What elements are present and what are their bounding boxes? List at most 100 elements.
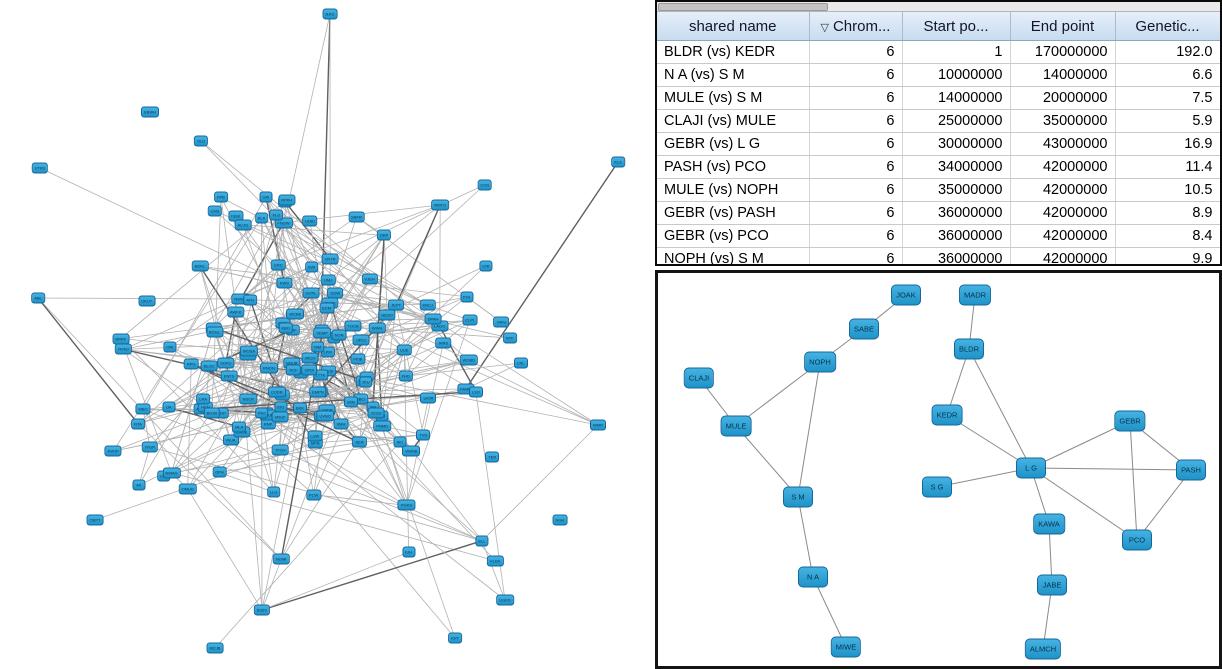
network-node[interactable]: VBJA <box>222 434 239 446</box>
network-node[interactable]: IHRS <box>435 337 452 349</box>
network-node[interactable]: UDBI <box>302 215 318 227</box>
network-node[interactable]: LPM <box>320 346 335 358</box>
network-node[interactable]: VTFD <box>31 162 49 174</box>
network-node[interactable]: IUH <box>402 546 416 558</box>
network-node[interactable]: AIC <box>393 436 407 448</box>
network-node[interactable]: RNON <box>259 362 278 374</box>
network-node[interactable]: CCN <box>477 179 493 191</box>
network-node[interactable]: PKIB <box>350 353 366 365</box>
network-node-kedr[interactable]: KEDR <box>931 404 963 426</box>
network-node[interactable]: CODR <box>267 386 286 398</box>
network-node[interactable]: OEPT <box>86 514 104 526</box>
network-node[interactable]: FPB <box>214 191 228 203</box>
network-node[interactable]: WMR <box>590 419 606 431</box>
table-row[interactable]: MULE (vs) S M 6 14000000 20000000 7.5 <box>657 86 1220 110</box>
network-node[interactable]: UVNO <box>316 410 334 422</box>
network-node-mule[interactable]: MULE <box>720 415 752 437</box>
table-row[interactable]: PASH (vs) PCO 6 34000000 42000000 11.4 <box>657 155 1220 179</box>
network-node[interactable]: UGKD <box>496 594 514 606</box>
network-node[interactable]: BLGC <box>200 360 218 372</box>
network-node-madr[interactable]: MADR <box>958 284 992 306</box>
network-node[interactable]: OPH <box>212 466 227 478</box>
network-node[interactable]: ELL <box>475 535 489 547</box>
network-node[interactable]: EMPN <box>309 386 327 398</box>
network-node-n-a[interactable]: N A <box>798 566 828 588</box>
network-node[interactable]: FLG <box>269 209 284 221</box>
network-node[interactable]: EKK <box>292 402 307 414</box>
network-node[interactable]: OMUG <box>178 483 197 495</box>
network-node[interactable]: PGKS <box>397 499 415 511</box>
table-row[interactable]: NOPH (vs) S M 6 36000000 42000000 9.9 <box>657 247 1220 264</box>
network-node[interactable]: NSCR <box>239 393 257 405</box>
network-node[interactable]: UUE <box>396 344 412 356</box>
network-node[interactable]: UKUT <box>138 295 156 307</box>
network-node[interactable]: OFDI <box>301 364 317 376</box>
network-node[interactable]: TER <box>485 451 500 463</box>
network-node[interactable]: SWI <box>304 261 319 273</box>
network-node[interactable]: POI <box>460 291 474 303</box>
network-node[interactable]: KWJP <box>104 445 122 457</box>
network-node[interactable]: AWFK <box>226 306 245 318</box>
network-node-s-m[interactable]: S M <box>783 486 813 508</box>
network-node[interactable]: ABL <box>31 292 45 304</box>
network-node[interactable]: GKI <box>259 191 273 203</box>
network-node[interactable]: MCJB <box>206 642 224 654</box>
network-node[interactable]: WOBD <box>459 354 479 366</box>
network-node[interactable]: JEPT <box>388 299 405 311</box>
table-row[interactable]: BLDR (vs) KEDR 6 1 170000000 192.0 <box>657 40 1220 64</box>
network-node[interactable]: CRL <box>513 357 528 369</box>
network-node[interactable]: WOSA <box>239 345 259 357</box>
network-node[interactable]: PBMD <box>373 420 391 432</box>
network-node[interactable]: SMH <box>333 418 349 430</box>
network-node-noph[interactable]: NOPH <box>804 351 836 373</box>
table-row[interactable]: CLAJI (vs) MULE 6 25000000 35000000 5.9 <box>657 109 1220 133</box>
network-node[interactable]: SER <box>352 436 367 448</box>
column-header-shared-name[interactable]: shared name <box>657 12 810 41</box>
column-header-start-po[interactable]: Start po... <box>902 12 1011 41</box>
network-node[interactable]: KRCJ <box>419 299 436 311</box>
network-node[interactable]: NON <box>331 329 347 341</box>
network-node[interactable]: HESO <box>378 309 396 321</box>
network-node-s-g[interactable]: S G <box>922 476 952 498</box>
network-node[interactable]: TOCB <box>344 320 362 332</box>
network-node[interactable]: NIM <box>310 341 325 353</box>
network-node[interactable]: NGMI <box>272 553 290 565</box>
network-node[interactable]: JRCO <box>301 352 319 364</box>
network-node-jabe[interactable]: JABE <box>1037 574 1067 596</box>
network-node[interactable]: DBP <box>377 229 392 241</box>
network-node[interactable]: KLS <box>611 156 625 168</box>
table-row[interactable]: MULE (vs) NOPH 6 35000000 42000000 10.5 <box>657 178 1220 202</box>
network-node-joak[interactable]: JOAK <box>891 284 921 306</box>
network-node[interactable]: BOGL <box>206 326 224 338</box>
network-node[interactable]: LUW <box>307 430 323 442</box>
network-node-sabe[interactable]: SABE <box>848 318 880 340</box>
network-node[interactable]: VRUF <box>271 411 289 423</box>
table-row[interactable]: GEBR (vs) PCO 6 36000000 42000000 8.4 <box>657 224 1220 248</box>
network-node[interactable]: JCGU <box>367 407 385 418</box>
detail-network-canvas[interactable]: JOAK MADR SABE BLDR NOPH CLAJI KEDR GEBR MULE L G… <box>655 270 1222 669</box>
network-node-almch[interactable]: ALMCH <box>1024 638 1062 660</box>
network-node[interactable]: RVNJ <box>115 343 132 355</box>
network-node[interactable]: SOFO <box>217 357 235 369</box>
network-node[interactable]: KBO <box>278 322 293 334</box>
network-node[interactable]: DPAH <box>424 313 442 325</box>
network-node[interactable]: IJA <box>162 401 176 413</box>
network-node[interactable]: LRA <box>196 393 210 405</box>
network-node[interactable]: BGJB <box>203 407 221 419</box>
network-node[interactable]: RPKH <box>278 194 296 206</box>
network-node[interactable]: BDKL <box>191 260 209 272</box>
network-node[interactable]: BJIG <box>322 8 338 20</box>
network-node[interactable]: ERC <box>271 259 286 271</box>
network-node[interactable]: NWAG <box>162 467 181 479</box>
network-node[interactable]: ECM <box>319 302 335 314</box>
network-node[interactable]: NGH <box>552 514 568 526</box>
network-node[interactable]: ENTS <box>220 370 238 382</box>
network-node[interactable]: KWS <box>276 277 292 289</box>
network-node[interactable]: BRRF <box>112 333 130 345</box>
network-node-kawa[interactable]: KAWA <box>1033 513 1065 535</box>
network-node[interactable]: EBWH <box>141 106 159 118</box>
network-node[interactable]: WWH <box>368 322 386 334</box>
network-node[interactable]: RMTO <box>431 199 450 211</box>
network-node[interactable]: MLA <box>232 421 247 433</box>
network-node[interactable]: ATH <box>243 294 258 306</box>
